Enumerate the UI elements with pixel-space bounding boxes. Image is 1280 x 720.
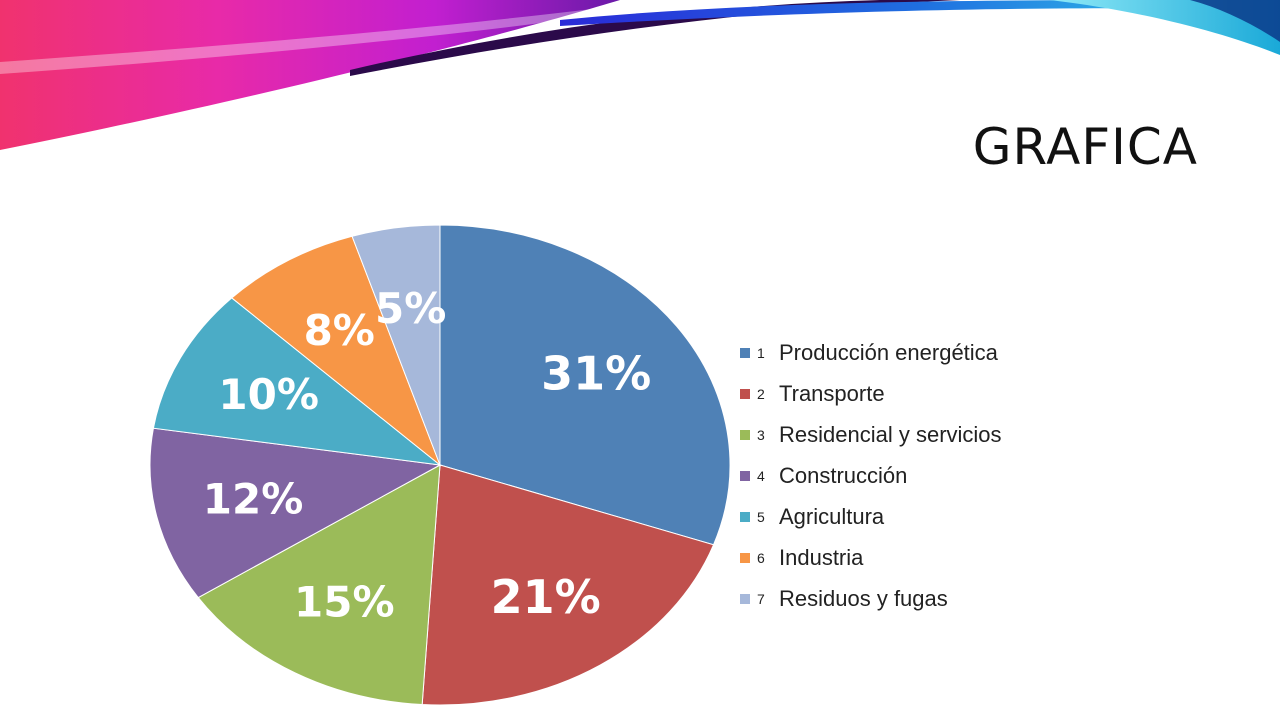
pie-chart-area: 31% 21% 15% 12% 10% 8% 5% 1 Producción energéti… <box>140 210 1140 720</box>
cyan-ribbon <box>1050 0 1280 55</box>
legend-label: Residuos y fugas <box>779 585 948 611</box>
pink-ribbon <box>0 0 620 150</box>
legend-item-2: 2 Transporte <box>740 373 1002 414</box>
legend-number: 7 <box>757 590 765 607</box>
chart-legend: 1 Producción energética 2 Transporte 3 Reside… <box>740 332 1002 619</box>
legend-label: Producción energética <box>779 339 998 365</box>
legend-label: Construcción <box>779 462 908 488</box>
legend-number: 4 <box>757 467 765 484</box>
legend-number: 2 <box>757 385 765 402</box>
legend-item-7: 7 Residuos y fugas <box>740 578 1002 619</box>
pie-slice-7 <box>351 224 441 466</box>
legend-swatch <box>740 347 750 358</box>
pie-slice-2 <box>421 464 715 706</box>
pie-slice-6 <box>231 235 442 467</box>
legend-swatch <box>740 593 750 604</box>
pie-slice-3 <box>197 464 441 706</box>
legend-item-4: 4 Construcción <box>740 455 1002 496</box>
legend-item-5: 5 Agricultura <box>740 496 1002 537</box>
pie-slice-5 <box>152 297 442 466</box>
pie-chart: 31% 21% 15% 12% 10% 8% 5% <box>149 224 731 706</box>
legend-label: Agricultura <box>779 503 885 529</box>
legend-item-1: 1 Producción energética <box>740 332 1002 373</box>
slide-title: GRAFICA <box>972 118 1198 176</box>
legend-number: 3 <box>757 426 765 443</box>
legend-swatch <box>740 388 750 399</box>
pie-slice-label-3: 15% <box>294 578 395 627</box>
legend-item-6: 6 Industria <box>740 537 1002 578</box>
legend-label: Residencial y servicios <box>779 421 1002 447</box>
pie-slice-label-6: 8% <box>304 306 375 355</box>
legend-label: Transporte <box>779 380 885 406</box>
legend-swatch <box>740 511 750 522</box>
legend-label: Industria <box>779 544 864 570</box>
pink-ribbon-highlight <box>0 8 610 74</box>
pie-slice-1 <box>439 224 731 546</box>
legend-swatch <box>740 552 750 563</box>
legend-swatch <box>740 429 750 440</box>
pie-slice-label-7: 5% <box>375 284 446 333</box>
legend-number: 5 <box>757 508 765 525</box>
dark-corner-ribbon <box>1190 0 1280 42</box>
pie-slice-4 <box>149 427 442 599</box>
legend-number: 6 <box>757 549 765 566</box>
pie-slice-label-1: 31% <box>541 346 651 400</box>
legend-number: 1 <box>757 344 765 361</box>
pie-slice-label-2: 21% <box>491 570 601 624</box>
legend-item-3: 3 Residencial y servicios <box>740 414 1002 455</box>
legend-swatch <box>740 470 750 481</box>
pie-slice-label-5: 10% <box>218 370 319 419</box>
pie-slice-label-4: 12% <box>203 474 304 523</box>
